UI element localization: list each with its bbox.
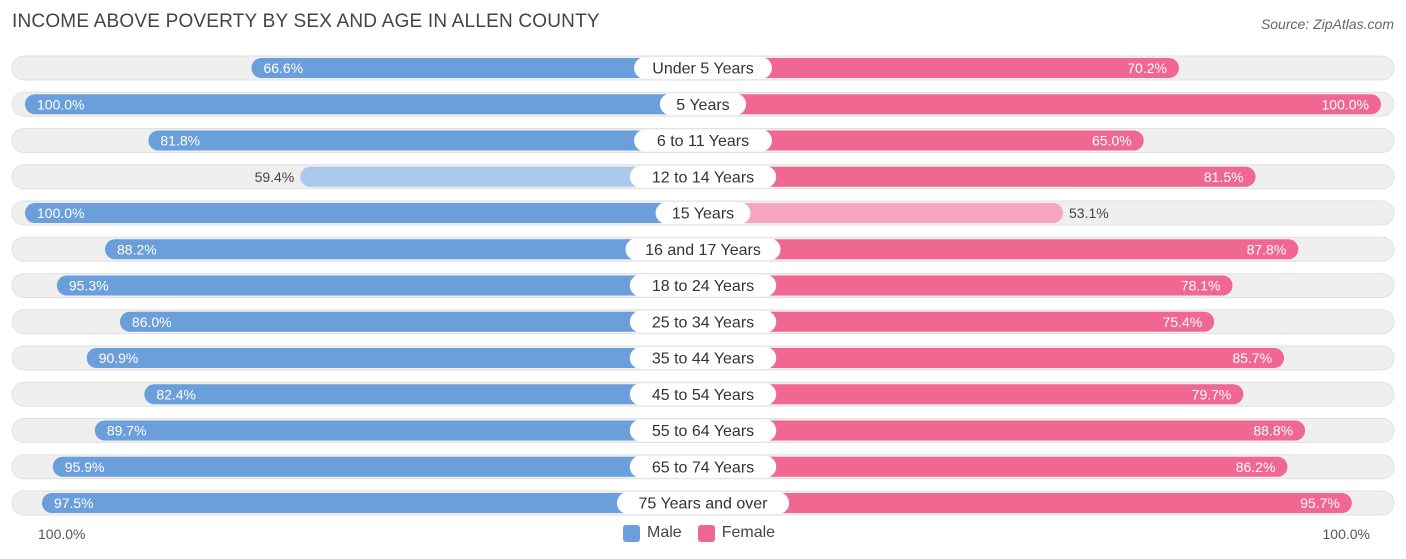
category-label: 18 to 24 Years [652, 278, 754, 295]
value-label-male: 95.3% [69, 278, 109, 294]
bar-female [703, 384, 1244, 405]
category-label-bg [629, 165, 777, 188]
category-label: 75 Years and over [639, 496, 769, 513]
category-label-bg [634, 57, 772, 79]
value-label-female: 87.8% [1247, 241, 1287, 257]
bar-female [703, 130, 1144, 151]
value-label-male: 66.6% [263, 60, 303, 76]
value-label-female: 95.7% [1300, 495, 1340, 511]
value-label-male: 100.0% [37, 96, 84, 112]
category-label: 35 to 44 Years [652, 351, 754, 368]
bar-female [703, 94, 1381, 115]
value-label-female: 81.5% [1204, 169, 1244, 185]
category-label-bg [629, 347, 777, 369]
chart-area: 66.6% 70.2% Under 5 Years 100.0% 100.0% 5 Yea… [11, 55, 1395, 516]
category-label-bg [655, 202, 751, 224]
value-label-male: 95.9% [65, 459, 105, 475]
category-label-bg [634, 129, 772, 152]
axis-left-label: 100.0% [38, 526, 86, 542]
bar-male [148, 130, 703, 151]
bar-male [300, 166, 703, 187]
value-label-female: 75.4% [1163, 314, 1203, 330]
category-label: Under 5 Years [652, 61, 753, 78]
value-label-male: 90.9% [99, 350, 139, 366]
category-label-bg [616, 492, 790, 514]
category-label-bg [629, 274, 777, 297]
axis-right-label: 100.0% [1322, 526, 1370, 542]
category-label: 45 to 54 Years [652, 387, 754, 404]
category-label: 16 and 17 Years [645, 242, 761, 259]
bar-male [144, 384, 703, 405]
bar-female [703, 166, 1256, 187]
bar-female [703, 493, 1352, 513]
value-label-male: 86.0% [132, 314, 172, 330]
value-label-male: 97.5% [54, 495, 94, 511]
bar-female [703, 420, 1306, 441]
category-label-bg [625, 238, 781, 261]
value-label-female: 86.2% [1236, 459, 1276, 475]
bar-male [94, 420, 704, 441]
value-label-male: 59.4% [255, 169, 295, 185]
category-label: 6 to 11 Years [657, 133, 749, 150]
bar-male [41, 493, 703, 513]
category-label-bg [659, 93, 747, 116]
category-label-bg [629, 310, 777, 333]
value-label-male: 81.8% [160, 133, 200, 149]
bar-male [251, 58, 703, 78]
legend-swatch-female [697, 524, 715, 542]
value-label-female: 79.7% [1192, 386, 1232, 402]
legend-item-male[interactable]: Male [623, 524, 682, 542]
category-label: 25 to 34 Years [652, 314, 754, 331]
value-label-male: 82.4% [156, 386, 196, 402]
bar-female [703, 456, 1288, 477]
bar-female [703, 311, 1215, 332]
bar-male [25, 94, 703, 115]
chart-title: INCOME ABOVE POVERTY BY SEX AND AGE IN A… [12, 11, 600, 32]
bar-male [25, 203, 703, 223]
bar-male [105, 239, 703, 260]
bar-male [56, 275, 703, 296]
category-label: 12 to 14 Years [652, 169, 754, 186]
category-label: 5 Years [676, 97, 729, 114]
value-label-female: 88.8% [1253, 423, 1293, 439]
value-label-female: 78.1% [1181, 278, 1221, 294]
bar-male [52, 456, 704, 477]
bar-female [703, 203, 1064, 223]
bar-female [703, 58, 1179, 78]
bar-female [703, 239, 1299, 260]
bar-female [703, 348, 1285, 368]
value-label-female: 100.0% [1322, 96, 1369, 112]
category-label-bg [629, 383, 777, 406]
category-label-bg [629, 455, 777, 478]
legend: Male Female [623, 524, 791, 542]
category-label-bg [629, 419, 777, 442]
value-label-female: 53.1% [1069, 205, 1109, 221]
category-label: 15 Years [672, 206, 734, 223]
value-label-female: 65.0% [1092, 133, 1132, 149]
source-credit: Source: ZipAtlas.com [1260, 16, 1394, 32]
category-label: 65 to 74 Years [652, 459, 754, 476]
value-label-female: 85.7% [1232, 350, 1272, 366]
value-label-male: 100.0% [37, 205, 84, 221]
value-label-female: 70.2% [1127, 60, 1167, 76]
category-label: 55 to 64 Years [652, 423, 754, 440]
bar-female [703, 275, 1233, 296]
legend-swatch-male [623, 524, 640, 542]
legend-label-male: Male [647, 524, 682, 541]
legend-label-female: Female [721, 524, 776, 541]
value-label-male: 88.2% [117, 241, 157, 257]
bar-male [119, 311, 704, 332]
value-label-male: 89.7% [107, 423, 147, 439]
bar-male [86, 348, 703, 368]
legend-item-female[interactable]: Female [697, 524, 776, 542]
